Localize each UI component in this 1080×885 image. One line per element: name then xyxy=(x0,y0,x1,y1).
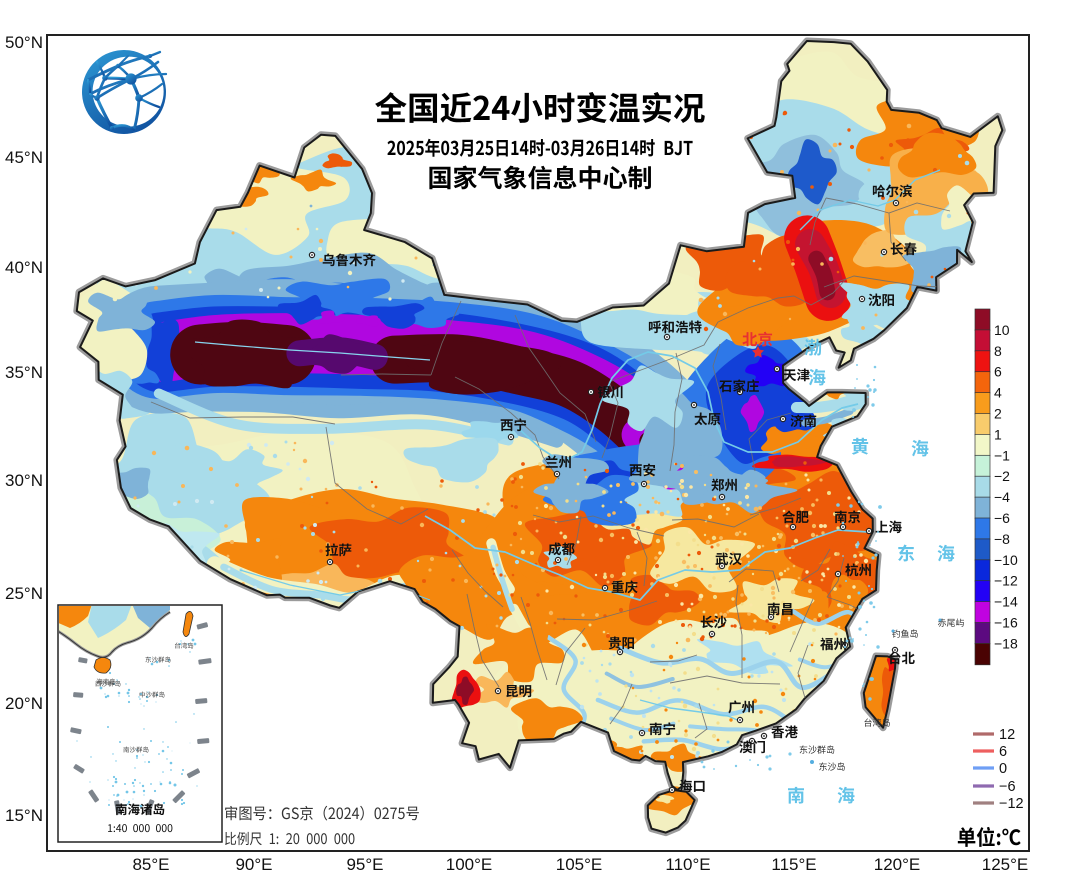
svg-text:85°E: 85°E xyxy=(132,855,169,874)
svg-text:8: 8 xyxy=(994,343,1002,359)
svg-text:50°N: 50°N xyxy=(5,33,43,52)
svg-text:−4: −4 xyxy=(994,489,1010,505)
svg-text:−6: −6 xyxy=(994,510,1010,526)
svg-text:30°N: 30°N xyxy=(5,471,43,490)
svg-text:−6: −6 xyxy=(999,779,1016,795)
svg-text:100°E: 100°E xyxy=(446,855,493,874)
svg-text:110°E: 110°E xyxy=(665,855,710,874)
svg-text:25°N: 25°N xyxy=(5,584,43,603)
svg-text:−18: −18 xyxy=(994,635,1018,651)
svg-text:95°E: 95°E xyxy=(346,855,383,874)
svg-text:20°N: 20°N xyxy=(5,694,43,713)
svg-text:12: 12 xyxy=(999,727,1015,743)
svg-text:−16: −16 xyxy=(994,615,1018,631)
svg-text:−2: −2 xyxy=(994,468,1010,484)
svg-text:0: 0 xyxy=(999,761,1007,777)
svg-text:4: 4 xyxy=(994,385,1002,401)
svg-text:−8: −8 xyxy=(994,531,1010,547)
svg-text:−12: −12 xyxy=(999,796,1024,812)
svg-text:120°E: 120°E xyxy=(874,855,921,874)
svg-text:−12: −12 xyxy=(994,573,1018,589)
svg-text:35°N: 35°N xyxy=(5,363,43,382)
svg-text:15°N: 15°N xyxy=(5,806,43,825)
svg-text:−1: −1 xyxy=(994,447,1010,463)
svg-text:115°E: 115°E xyxy=(771,855,816,874)
svg-text:−14: −14 xyxy=(994,594,1018,610)
svg-text:2: 2 xyxy=(994,406,1002,422)
svg-text:40°N: 40°N xyxy=(5,258,43,277)
svg-text:10: 10 xyxy=(994,322,1010,338)
svg-text:6: 6 xyxy=(994,364,1002,380)
svg-text:90°E: 90°E xyxy=(235,855,272,874)
svg-text:−10: −10 xyxy=(994,552,1018,568)
svg-text:1: 1 xyxy=(994,426,1002,442)
svg-text:125°E: 125°E xyxy=(982,855,1029,874)
svg-text:6: 6 xyxy=(999,744,1007,760)
svg-text:45°N: 45°N xyxy=(5,148,43,167)
svg-text:105°E: 105°E xyxy=(556,855,603,874)
